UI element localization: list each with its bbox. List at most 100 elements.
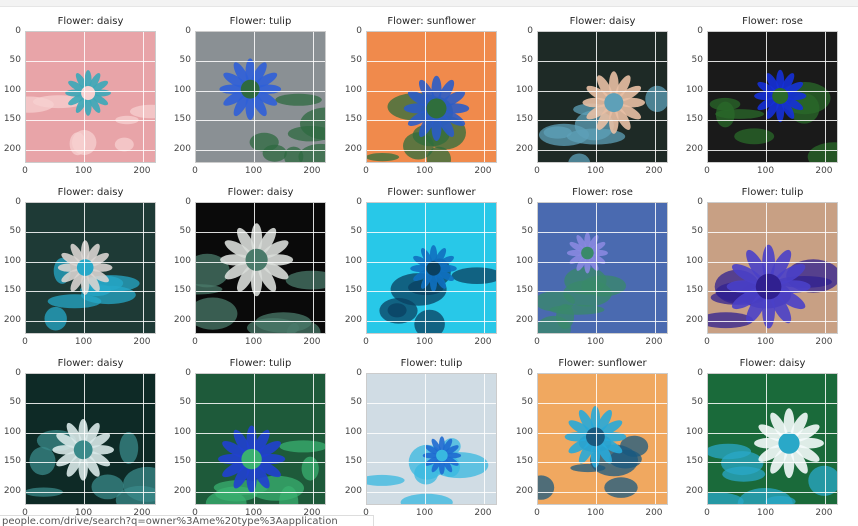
x-tick-label: 100 xyxy=(586,166,605,176)
y-tick-label: 50 xyxy=(691,55,703,66)
y-tick-label: 0 xyxy=(697,26,703,36)
y-tick-label: 200 xyxy=(515,314,533,325)
gridline-vertical xyxy=(654,32,656,162)
y-tick-label: 100 xyxy=(173,84,191,95)
panel-title: Flower: tulip xyxy=(229,358,292,369)
y-tick-label: 200 xyxy=(344,143,362,154)
y-tick-label: 50 xyxy=(179,55,191,66)
gridline-horizontal xyxy=(196,90,325,92)
y-tick-label: 100 xyxy=(685,426,703,437)
gridline-horizontal xyxy=(538,291,667,293)
gridline-horizontal xyxy=(196,491,325,493)
flower-picture xyxy=(367,75,470,162)
gridline-horizontal xyxy=(538,432,667,434)
y-tick-label: 150 xyxy=(3,285,21,296)
gridline-vertical xyxy=(142,32,144,162)
y-tick-label: 100 xyxy=(515,255,533,266)
gridline-horizontal xyxy=(196,261,325,263)
gridline-horizontal xyxy=(26,291,155,293)
x-tick-label: 0 xyxy=(534,337,540,347)
gridline-horizontal xyxy=(708,320,837,322)
x-tick-label: 0 xyxy=(192,508,198,518)
gridline-horizontal xyxy=(708,432,837,434)
gridline-vertical xyxy=(254,32,256,162)
flower-picture xyxy=(708,244,837,329)
flower-image xyxy=(707,373,838,505)
gridline-horizontal xyxy=(367,149,496,151)
x-tick-label: 100 xyxy=(74,337,93,347)
x-tick-label: 0 xyxy=(192,337,198,347)
y-tick-label: 50 xyxy=(691,226,703,237)
gridline-vertical xyxy=(824,203,826,333)
flower-image xyxy=(366,31,497,163)
flower-image xyxy=(195,202,326,334)
y-tick-label: 50 xyxy=(350,226,362,237)
gridline-horizontal xyxy=(708,403,837,405)
flower-image xyxy=(537,202,668,334)
gridline-vertical xyxy=(312,32,314,162)
x-tick-label: 0 xyxy=(22,337,28,347)
flower-picture xyxy=(26,419,155,504)
y-tick-label: 0 xyxy=(356,197,362,207)
y-tick-label: 50 xyxy=(179,226,191,237)
gridline-vertical xyxy=(425,203,427,333)
x-tick-label: 200 xyxy=(645,337,663,347)
gridline-vertical xyxy=(824,32,826,162)
panel-title: Flower: tulip xyxy=(741,187,804,198)
gridline-horizontal xyxy=(26,120,155,122)
x-tick-label: 200 xyxy=(474,166,492,176)
panel-title: Flower: daisy xyxy=(739,358,806,369)
y-tick-label: 200 xyxy=(685,143,703,154)
gridline-vertical xyxy=(596,32,598,162)
x-tick-label: 100 xyxy=(756,508,775,518)
gridline-vertical xyxy=(312,203,314,333)
x-tick-label: 100 xyxy=(244,337,263,347)
gridline-horizontal xyxy=(196,61,325,63)
x-tick-label: 200 xyxy=(303,166,321,176)
gridline-horizontal xyxy=(196,120,325,122)
y-tick-label: 150 xyxy=(685,456,703,467)
x-tick-label: 100 xyxy=(415,166,434,176)
gridline-horizontal xyxy=(26,61,155,63)
x-tick-label: 200 xyxy=(303,337,321,347)
panel-title: Flower: tulip xyxy=(229,16,292,27)
panel-title: Flower: sunflower xyxy=(387,187,476,198)
flower-image xyxy=(707,31,838,163)
y-tick-label: 200 xyxy=(515,143,533,154)
x-tick-label: 200 xyxy=(133,508,151,518)
y-tick-label: 50 xyxy=(691,397,703,408)
y-tick-label: 200 xyxy=(515,485,533,496)
y-tick-label: 100 xyxy=(173,426,191,437)
y-tick-label: 150 xyxy=(515,456,533,467)
y-tick-label: 150 xyxy=(515,285,533,296)
y-tick-label: 150 xyxy=(344,285,362,296)
gridline-horizontal xyxy=(367,90,496,92)
panel-title: Flower: rose xyxy=(742,16,803,27)
x-tick-label: 0 xyxy=(704,508,710,518)
gridline-horizontal xyxy=(26,320,155,322)
x-tick-label: 0 xyxy=(363,508,369,518)
gridline-horizontal xyxy=(367,432,496,434)
flower-image xyxy=(366,373,497,505)
x-tick-label: 100 xyxy=(74,508,93,518)
y-tick-label: 100 xyxy=(3,255,21,266)
gridline-horizontal xyxy=(538,61,667,63)
gridline-horizontal xyxy=(196,403,325,405)
panel-title: Flower: daisy xyxy=(57,358,124,369)
y-tick-label: 100 xyxy=(344,426,362,437)
x-tick-label: 100 xyxy=(415,337,434,347)
x-tick-label: 200 xyxy=(133,337,151,347)
x-tick-label: 100 xyxy=(415,508,434,518)
gridline-horizontal xyxy=(26,232,155,234)
y-tick-label: 100 xyxy=(173,255,191,266)
gridline-horizontal xyxy=(26,403,155,405)
flower-picture xyxy=(709,69,837,162)
y-tick-label: 150 xyxy=(173,285,191,296)
gridline-horizontal xyxy=(538,320,667,322)
y-tick-label: 150 xyxy=(3,114,21,125)
y-tick-label: 50 xyxy=(350,55,362,66)
x-tick-label: 200 xyxy=(133,166,151,176)
gridline-horizontal xyxy=(196,320,325,322)
panel-title: Flower: tulip xyxy=(400,358,463,369)
gridline-horizontal xyxy=(708,61,837,63)
